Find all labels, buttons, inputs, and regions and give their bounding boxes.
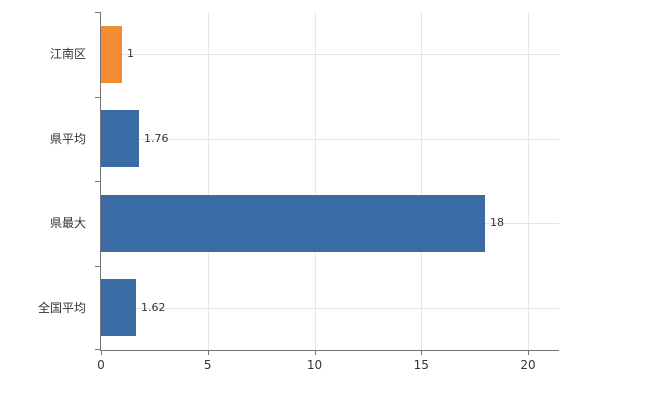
x-tick-label: 5 — [203, 358, 212, 372]
bar-value-label: 18 — [490, 216, 504, 229]
x-tick-label: 20 — [520, 358, 536, 372]
category-label: 県最大 — [49, 216, 86, 230]
bar-江南区 — [101, 26, 122, 83]
bar-value-label: 1.62 — [141, 301, 166, 314]
category-label: 江南区 — [49, 47, 86, 61]
bar-県最大 — [101, 195, 485, 252]
x-tick-label: 10 — [306, 358, 323, 372]
x-axis-tick — [207, 350, 209, 355]
x-gridline — [314, 12, 316, 350]
y-gridline — [101, 54, 559, 55]
y-axis-tick — [95, 12, 101, 13]
y-axis-tick — [95, 266, 101, 267]
category-label: 全国平均 — [37, 301, 86, 315]
bar-value-label: 1 — [127, 47, 134, 60]
x-tick-label: 0 — [97, 358, 105, 372]
category-label: 県平均 — [49, 132, 86, 146]
x-tick-label: 15 — [413, 358, 429, 372]
bar-県平均 — [101, 110, 139, 167]
category-axis: 江南区県平均県最大全国平均 — [0, 12, 92, 350]
x-axis-tick — [314, 350, 316, 355]
x-axis-tick — [101, 350, 102, 355]
y-axis-tick — [95, 349, 101, 350]
y-axis-tick — [95, 181, 101, 182]
x-axis-tick — [528, 350, 530, 355]
y-gridline — [101, 308, 559, 309]
bar-全国平均 — [101, 279, 136, 336]
x-gridline — [207, 12, 209, 350]
x-gridline — [528, 12, 530, 350]
y-gridline — [101, 139, 559, 140]
plot-area: 0 5 10 15 20 1 1.76 18 1.62 — [95, 12, 559, 372]
x-gridline — [421, 12, 423, 350]
x-axis-tick — [421, 350, 423, 355]
y-axis-tick — [95, 97, 101, 98]
bar-value-label: 1.76 — [144, 132, 169, 145]
